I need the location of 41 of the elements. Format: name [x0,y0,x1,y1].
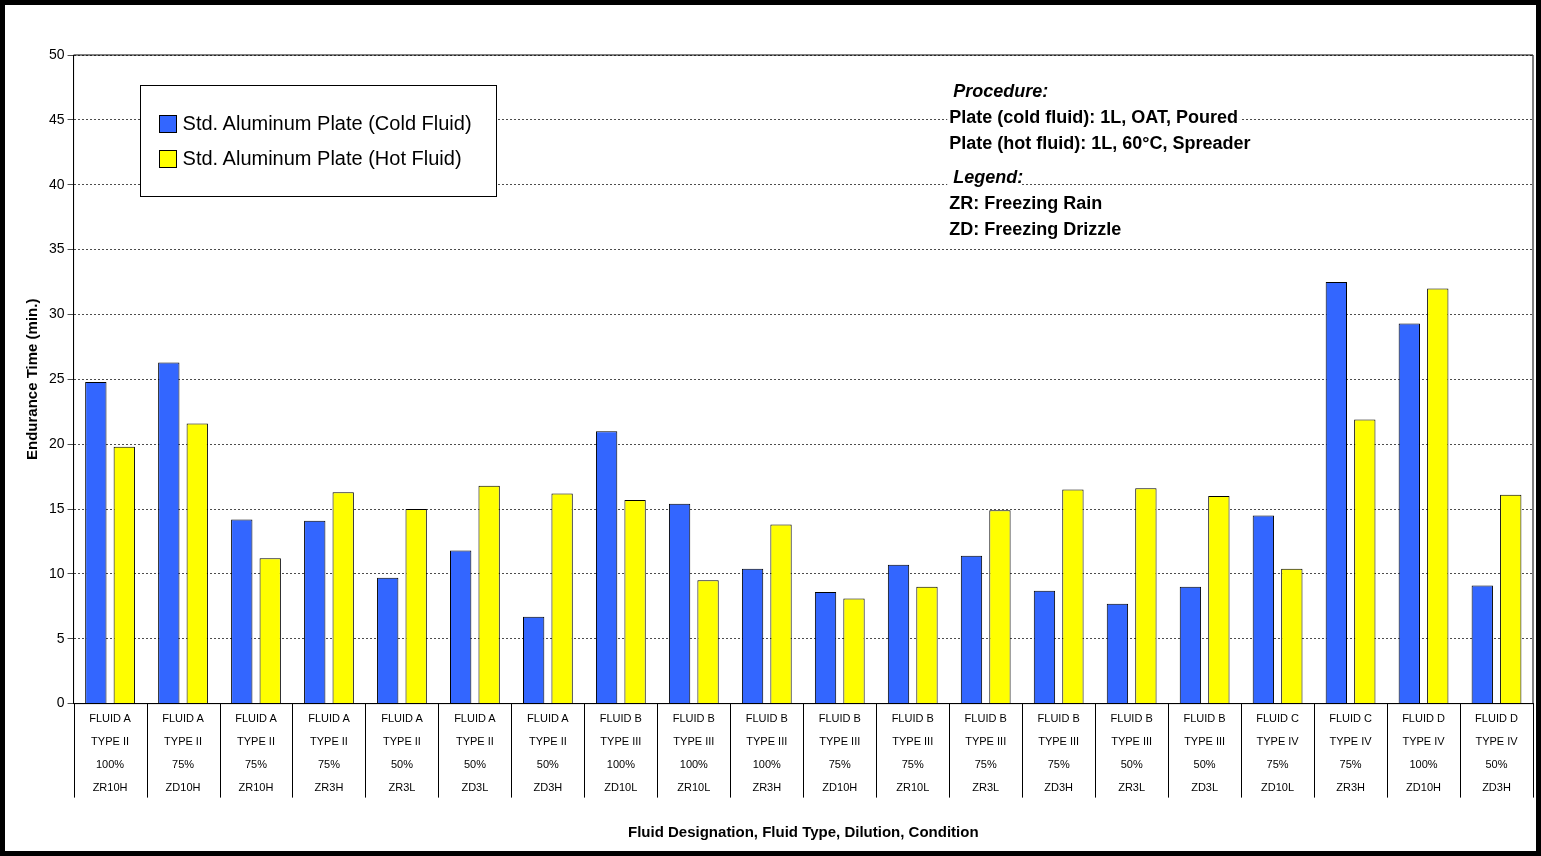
x-tick-label: FLUID B TYPE III 50% ZD3L [1183,712,1226,794]
y-tick-label: 20 [48,435,65,452]
x-tick-label: FLUID B TYPE III 100% ZR3H [745,712,788,794]
y-tick-label: 5 [56,629,65,646]
x-tick-label: FLUID C TYPE IV 75% ZD10L [1256,712,1300,794]
x-tick-label: FLUID A TYPE II 50% ZD3H [527,712,570,794]
x-tick-label: FLUID A TYPE II 75% ZR3H [308,712,351,794]
x-tick-label: FLUID B TYPE III 75% ZR3L [964,712,1007,794]
y-tick-label: 25 [48,370,65,387]
x-tick-label: FLUID D TYPE IV 50% ZD3H [1475,712,1519,794]
x-tick-label: FLUID B TYPE III 100% ZD10L [599,712,642,794]
x-tick-label: FLUID B TYPE III 75% ZD10H [818,712,861,794]
x-tick-label: FLUID B TYPE III 50% ZR3L [1110,712,1153,794]
x-axis-title: Fluid Designation, Fluid Type, Dilution, Condition [628,823,979,841]
x-tick-label: FLUID B TYPE III 100% ZR10L [672,712,715,794]
x-tick-label: FLUID A TYPE II 75% ZD10H [162,712,205,794]
legend-label: Std. Aluminum Plate (Hot Fluid) [182,147,462,170]
x-tick-label: FLUID A TYPE II 50% ZD3L [454,712,497,794]
y-tick-label: 30 [48,305,65,322]
y-tick-label: 40 [48,175,65,192]
y-axis-title: Endurance Time (min.) [23,298,41,461]
annotation: Plate (hot fluid): 1L, 60°C, Spreader [949,132,1251,153]
x-tick-label: FLUID B TYPE III 75% ZR10L [891,712,934,794]
annotation: ZD: Freezing Drizzle [949,218,1122,239]
annotation: Procedure: [953,80,1049,101]
y-tick-label: 50 [48,45,65,62]
annotation: ZR: Freezing Rain [949,192,1103,213]
annotation: Plate (cold fluid): 1L, OAT, Poured [949,106,1238,127]
x-tick-label: FLUID A TYPE II 100% ZR10H [89,712,132,794]
x-tick-label: FLUID A TYPE II 50% ZR3L [381,712,424,794]
x-tick-label: FLUID B TYPE III 75% ZD3H [1037,712,1080,794]
x-tick-label: FLUID A TYPE II 75% ZR10H [235,712,278,794]
x-tick-label: FLUID C TYPE IV 75% ZR3H [1329,712,1373,794]
y-tick-label: 10 [48,564,65,581]
legend-label: Std. Aluminum Plate (Cold Fluid) [182,112,472,135]
y-tick-label: 15 [48,499,65,516]
y-tick-label: 45 [48,110,65,127]
y-tick-label: 0 [56,694,65,711]
x-tick-label: FLUID D TYPE IV 100% ZD10H [1402,712,1446,794]
annotation: Legend: [953,166,1024,187]
y-tick-label: 35 [48,240,65,257]
